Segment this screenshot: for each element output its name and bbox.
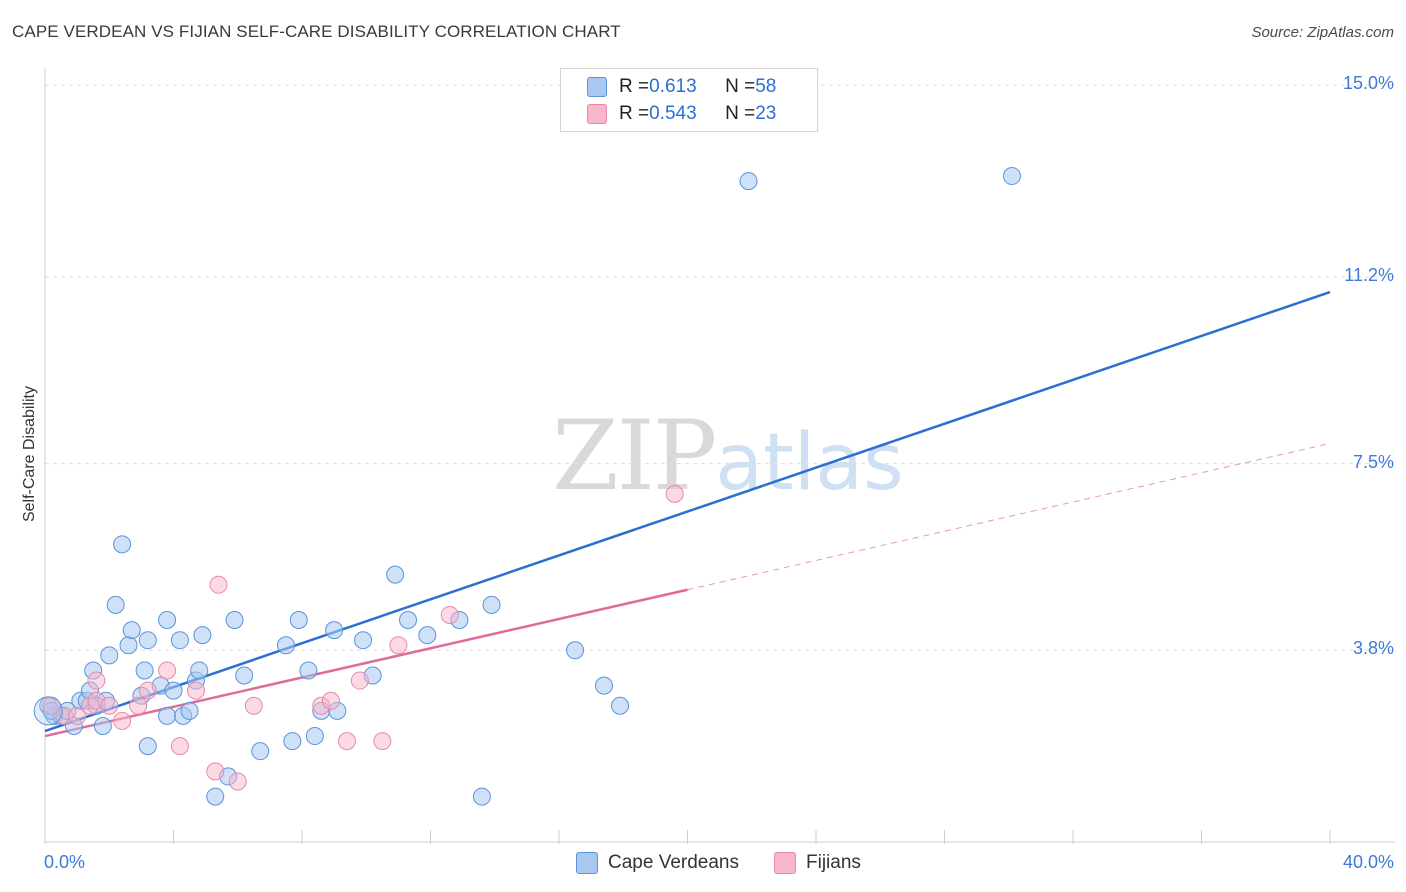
cape-verdean-point: [305, 727, 324, 746]
fijians-legend-swatch: [774, 852, 796, 874]
cape-verdean-point: [594, 676, 613, 695]
cape-verdean-point: [93, 716, 112, 735]
stats-legend: R = 0.613 N = 58 R = 0.543 N = 23: [560, 68, 818, 132]
watermark-zip: ZIP: [552, 400, 717, 512]
watermark-atlas: atlas: [715, 418, 904, 508]
fijian-point: [170, 737, 189, 756]
cape-verdean-point: [283, 732, 302, 751]
cape-verdean-point: [164, 681, 183, 700]
legend-item-cape-verdeans[interactable]: Cape Verdeans: [576, 852, 739, 874]
cape-verdean-point: [611, 696, 630, 715]
fijian-point: [158, 661, 177, 680]
cape-verdean-point: [138, 737, 157, 756]
legend-item-fijians[interactable]: Fijians: [774, 852, 861, 874]
fijian-point: [389, 636, 408, 655]
cape-verdean-point: [472, 787, 491, 806]
fijian-point: [68, 706, 87, 725]
fijian-point: [100, 696, 119, 715]
cape-verdean-point: [1002, 167, 1021, 186]
cape-verdeans-legend-swatch: [576, 852, 598, 874]
cape-verdean-point: [138, 631, 157, 650]
fijian-point: [138, 681, 157, 700]
n-value: 23: [755, 103, 777, 124]
x-tick-label-max: 40.0%: [1342, 852, 1394, 872]
cape-verdean-point: [299, 661, 318, 680]
n-label: N =: [725, 103, 756, 124]
fijian-point: [373, 732, 392, 751]
cape-verdean-point: [122, 621, 141, 640]
cape-verdean-point: [119, 636, 138, 655]
cape-verdean-point: [276, 636, 295, 655]
grid-lines: [45, 84, 1395, 651]
fijian-point: [186, 681, 205, 700]
cape-verdean-point: [325, 621, 344, 640]
r-value: 0.613: [649, 76, 697, 97]
cape-verdean-point: [158, 706, 177, 725]
r-label: R =: [619, 76, 650, 97]
cape-verdeans-swatch: [587, 77, 607, 97]
y-tick-label: 11.2%: [1344, 264, 1394, 285]
trend-lines: [44, 290, 1331, 738]
cape-verdean-point: [289, 611, 308, 630]
y-tick-label: 3.8%: [1352, 638, 1394, 659]
cape-verdean-point: [193, 626, 212, 645]
cape-verdean-trend-line: [44, 290, 1331, 733]
fijian-point: [129, 696, 148, 715]
fijian-point: [206, 762, 225, 781]
fijian-point: [350, 671, 369, 690]
n-label: N =: [725, 76, 756, 97]
y-axis-label: Self-Care Disability: [21, 385, 38, 523]
cape-verdean-point: [386, 565, 405, 584]
cape-verdean-point: [135, 661, 154, 680]
fijian-point: [209, 575, 228, 594]
stats-row-fijians: R = 0.543 N = 23: [587, 102, 776, 126]
cape-verdean-point: [399, 611, 418, 630]
n-value: 58: [755, 76, 777, 97]
cape-verdean-point: [418, 626, 437, 645]
fijian-point: [87, 671, 106, 690]
chart-title: CAPE VERDEAN VS FIJIAN SELF-CARE DISABIL…: [12, 22, 621, 41]
cape-verdean-point: [100, 646, 119, 665]
axes: [44, 68, 1395, 844]
cape-verdean-point: [113, 535, 132, 554]
legend-label: Cape Verdeans: [608, 852, 739, 873]
fijian-point: [665, 484, 684, 503]
cape-verdean-point: [251, 742, 270, 761]
fijian-point: [337, 732, 356, 751]
fijian-point: [321, 691, 340, 710]
cape-verdean-point: [158, 611, 177, 630]
cape-verdean-point: [354, 631, 373, 650]
fijian-point: [244, 696, 263, 715]
watermark: ZIPatlas: [552, 400, 904, 512]
cape-verdean-point-cluster: [33, 696, 63, 726]
y-tick-label: 7.5%: [1352, 451, 1394, 472]
cape-verdean-point: [106, 595, 125, 614]
cape-verdean-point: [206, 787, 225, 806]
fijian-point: [228, 772, 247, 791]
legend-label: Fijians: [806, 852, 861, 873]
cape-verdean-point: [170, 631, 189, 650]
x-tick-label-min: 0.0%: [44, 852, 86, 872]
r-label: R =: [619, 103, 650, 124]
cape-verdean-point: [482, 595, 501, 614]
data-points: [33, 167, 1021, 806]
series-legend: Cape Verdeans Fijians: [0, 852, 1406, 878]
cape-verdean-point: [235, 666, 254, 685]
fijian-trend-extension: [687, 442, 1331, 591]
y-tick-label: 15.0%: [1342, 73, 1394, 94]
chart-source: Source: ZipAtlas.com: [1251, 24, 1394, 41]
stats-row-cape-verdeans: R = 0.613 N = 58: [587, 75, 776, 99]
cape-verdean-point: [190, 661, 209, 680]
fijians-swatch: [587, 104, 607, 124]
cape-verdean-point: [566, 641, 585, 660]
fijian-point: [440, 605, 459, 624]
fijian-point: [113, 711, 132, 730]
cape-verdean-point: [225, 611, 244, 630]
fijian-trend-line: [44, 588, 688, 738]
r-value: 0.543: [649, 103, 697, 124]
cape-verdean-point: [180, 701, 199, 720]
cape-verdean-point: [739, 172, 758, 191]
